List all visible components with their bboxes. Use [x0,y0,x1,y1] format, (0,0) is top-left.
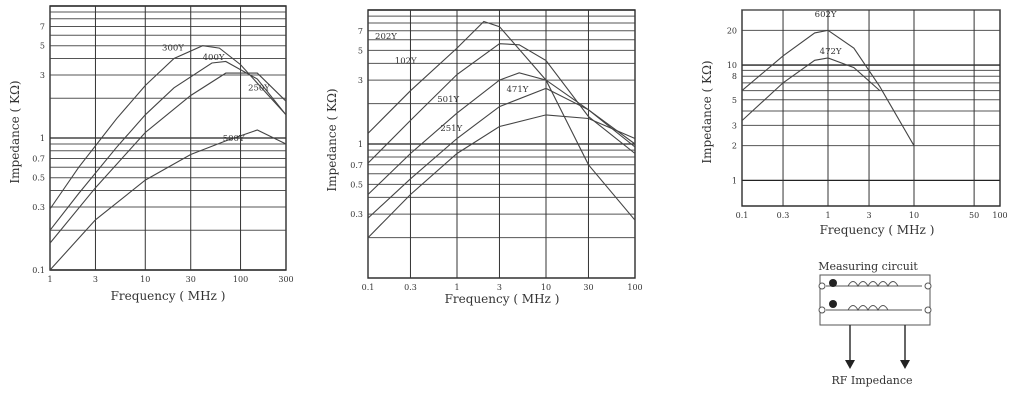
y-tick-label: 5 [358,46,363,55]
terminal [924,306,932,314]
y-tick-label: 3 [358,76,363,85]
series-label: 102Y [395,56,417,66]
y-tick-label: 8 [732,72,737,81]
y-tick-label: 20 [727,26,737,35]
series-label: 202Y [375,32,397,42]
x-axis-title: Frequency ( MHz ) [445,292,560,306]
x-axis-title: Frequency ( MHz ) [820,223,935,237]
series-line [49,72,287,244]
series-label: 400Y [203,53,225,63]
arrow-icon [845,360,855,369]
terminal [924,282,932,290]
x-tick-label: 300 [278,275,293,284]
chart-curves: 202Y 102Y 501Y 471Y 251Y [367,20,636,239]
x-tick-label: 100 [992,211,1007,220]
chart-curves: 300Y 400Y 250Y 500Y [49,44,287,271]
series-label: 251Y [440,124,462,134]
series-line [741,57,881,122]
series-line [49,129,287,271]
x-tick-label: 0.1 [736,211,749,220]
x-tick-label: 1 [47,275,52,284]
series-line [367,114,636,239]
y-tick-label: 1 [40,134,45,143]
series-line [367,72,636,195]
arrow-icon [900,360,910,369]
x-tick-label: 10 [909,211,919,220]
y-tick-label: 0.5 [32,174,45,183]
x-tick-label: 100 [627,283,642,292]
series-label: 250Y [248,83,270,93]
circuit-output-label: RF Impedance [831,374,912,387]
x-tick-label: 0.3 [404,283,417,292]
x-tick-label: 100 [233,275,248,284]
terminal [818,282,826,290]
y-tick-label: 7 [358,27,363,36]
y-tick-label: 1 [358,140,363,149]
y-axis-title: Impedance ( KΩ) [325,88,339,191]
series-line [741,29,915,146]
y-tick-label: 0.3 [350,210,363,219]
y-tick-label: 1 [732,176,737,185]
circuit-title: Measuring circuit [818,260,918,273]
x-tick-label: 50 [969,211,979,220]
x-tick-label: 1 [454,283,459,292]
series-label: 300Y [162,44,184,54]
winding-dot [829,279,837,287]
series-label: 602Y [815,10,837,20]
y-axis-title: Impedance ( KΩ) [8,80,22,183]
y-tick-label: 3 [40,71,45,80]
x-tick-label: 30 [186,275,196,284]
x-tick-label: 30 [583,283,593,292]
series-line [49,45,287,210]
winding-dot [829,300,837,308]
plot-frame [741,9,1001,207]
x-tick-label: 3 [497,283,502,292]
x-tick-label: 3 [93,275,98,284]
chart-grid [367,9,636,279]
chart-ticks: 0.1 0.3 1 3 10 50 100 1 2 3 5 8 10 20 [727,26,1008,220]
chart-curves: 602Y 472Y [741,10,915,146]
series-label: 472Y [820,47,842,57]
y-tick-label: 5 [732,96,737,105]
x-tick-label: 1 [825,211,830,220]
y-tick-label: 0.1 [32,266,45,275]
series-line [367,20,636,221]
series-line [367,43,636,164]
coil-upper [847,281,899,288]
chart-grid [741,9,1001,207]
series-label: 500Y [223,134,245,144]
chart-ticks: 0.1 0.3 1 3 10 30 100 0.3 0.5 0.7 1 3 5 7 [350,27,642,292]
chart-grid [49,5,287,271]
y-axis-title: Impedance ( KΩ) [700,60,714,163]
y-tick-label: 0.7 [350,161,363,170]
measuring-circuit: Measuring circuit RF Impedance [818,260,932,387]
x-tick-label: 0.1 [362,283,375,292]
circuit-frame [819,274,931,326]
x-tick-label: 0.3 [777,211,790,220]
x-tick-label: 10 [140,275,150,284]
impedance-chart-1: 300Y 400Y 250Y 500Y 1 3 10 30 100 300 0.1 0.3 0.5 0.… [8,5,294,303]
series-label: 501Y [437,95,459,105]
chart-ticks: 1 3 10 30 100 300 0.1 0.3 0.5 0.7 1 3 5 7 [32,22,293,284]
y-tick-label: 0.3 [32,203,45,212]
y-tick-label: 5 [40,42,45,51]
x-tick-label: 3 [866,211,871,220]
y-tick-label: 0.7 [32,154,45,163]
y-tick-label: 2 [732,142,737,151]
y-tick-label: 7 [40,22,45,31]
series-label: 471Y [507,85,529,95]
y-tick-label: 3 [732,121,737,130]
series-line [367,87,636,219]
impedance-chart-3: 602Y 472Y 0.1 0.3 1 3 10 50 100 1 2 3 5 8 10 20 Freque… [700,9,1008,237]
coil-lower [847,305,889,312]
x-axis-title: Frequency ( MHz ) [111,289,226,303]
terminal [818,306,826,314]
y-tick-label: 10 [727,61,737,70]
x-tick-label: 10 [541,283,551,292]
y-tick-label: 0.5 [350,180,363,189]
